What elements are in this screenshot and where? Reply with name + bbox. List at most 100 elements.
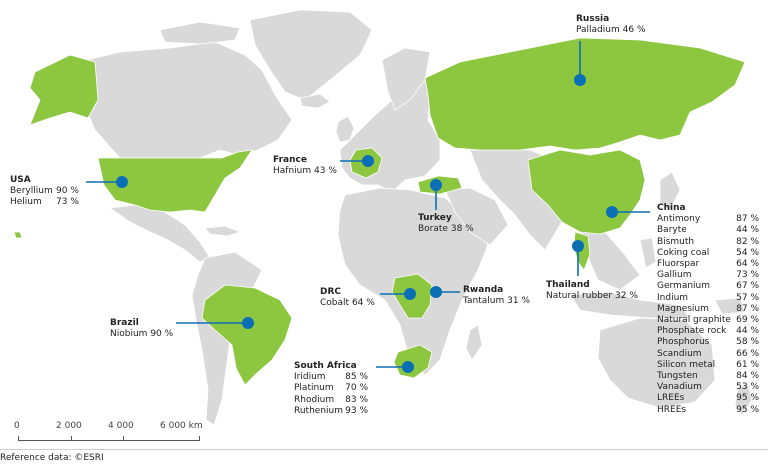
scale-bar — [18, 436, 200, 441]
label-row: Tantalum 31 % — [463, 296, 530, 307]
label-mineral: Platinum — [294, 383, 334, 394]
label-row: Antimony 87 % — [657, 214, 759, 225]
alaska-shape — [29, 54, 99, 126]
label-percent: 64 % — [351, 298, 375, 309]
usa-marker — [116, 176, 128, 188]
label-row: Ruthenium 93 % — [294, 406, 368, 417]
label-percent: 44 % — [736, 225, 759, 236]
label-row: Silicon metal 61 % — [657, 360, 759, 371]
china-marker — [606, 206, 618, 218]
label-percent: 54 % — [736, 247, 759, 258]
label-row: Platinum 70 % — [294, 383, 368, 394]
world-map — [13, 10, 752, 425]
label-mineral: Silicon metal — [657, 359, 716, 370]
label-south-africa: South Africa Iridium 85 % Platinum 70 % Rh… — [294, 361, 368, 417]
label-mineral: Phosphorus — [657, 337, 710, 348]
label-mineral: Ruthenium — [294, 405, 343, 416]
label-row: Niobium 90 % — [110, 329, 173, 340]
label-usa: USA Beryllium 90 % Helium 73 % — [10, 175, 79, 209]
brazil-marker — [242, 317, 254, 329]
label-row: Fluorspar 64 % — [657, 259, 759, 270]
label-percent: 32 % — [615, 291, 638, 302]
label-drc: DRC Cobalt 64 % — [320, 287, 375, 309]
label-mineral: Fluorspar — [657, 259, 700, 270]
brazil-shape — [201, 284, 293, 386]
label-name: DRC — [320, 287, 342, 297]
label-row: Natural graphite 69 % — [657, 315, 759, 326]
label-row: Phosphate rock 44 % — [657, 326, 759, 337]
label-name: France — [273, 155, 307, 165]
scale-tick: 0 — [14, 421, 20, 431]
label-percent: 73 % — [56, 197, 79, 208]
label-row: Phosphorus 58 % — [657, 337, 759, 348]
scale-tick: 2 000 — [56, 421, 82, 431]
scale-tick: 6 000 km — [160, 421, 203, 431]
label-mineral: Natural rubber — [546, 291, 613, 302]
label-mineral: Indium — [657, 292, 689, 303]
label-row: Beryllium 90 % — [10, 186, 79, 197]
label-mineral: Antimony — [657, 214, 701, 225]
label-mineral: Magnesium — [657, 303, 709, 314]
label-percent: 69 % — [736, 315, 759, 326]
label-mineral: Niobium — [110, 329, 148, 340]
label-percent: 87 % — [736, 214, 759, 225]
label-row: LREEs 95 % — [657, 393, 759, 404]
label-thailand: Thailand Natural rubber 32 % — [546, 280, 638, 302]
label-name: South Africa — [294, 361, 357, 371]
label-percent: 87 % — [736, 303, 759, 314]
label-mineral: Vanadium — [657, 382, 702, 393]
hawaii-shape — [13, 231, 23, 239]
label-mineral: Phosphate rock — [657, 326, 727, 337]
label-mineral: Hafnium — [273, 166, 312, 177]
label-mineral: HREEs — [657, 404, 687, 415]
label-percent: 83 % — [345, 394, 368, 405]
label-percent: 85 % — [345, 372, 368, 383]
label-row: Vanadium 53 % — [657, 382, 759, 393]
label-mineral: Gallium — [657, 270, 692, 281]
label-percent: 90 % — [56, 186, 79, 197]
label-percent: 70 % — [345, 383, 368, 394]
label-rwanda: Rwanda Tantalum 31 % — [463, 285, 530, 307]
label-row: Borate 38 % — [418, 224, 474, 235]
label-name: Russia — [576, 14, 610, 24]
label-mineral: Scandium — [657, 348, 702, 359]
label-row: Rhodium 83 % — [294, 395, 368, 406]
label-mineral: Tungsten — [657, 371, 698, 382]
label-mineral: Palladium — [576, 25, 620, 36]
label-mineral: LREEs — [657, 393, 685, 404]
label-row: Cobalt 64 % — [320, 298, 375, 309]
south-africa-marker — [402, 361, 414, 373]
label-row: Indium 57 % — [657, 293, 759, 304]
label-row: Helium 73 % — [10, 197, 79, 208]
label-percent: 57 % — [736, 292, 759, 303]
label-name: Thailand — [546, 280, 590, 290]
label-percent: 31 % — [507, 296, 530, 307]
label-percent: 38 % — [450, 224, 474, 235]
thailand-marker — [572, 240, 584, 252]
label-percent: 46 % — [622, 25, 646, 36]
label-mineral: Beryllium — [10, 186, 53, 197]
france-marker — [362, 155, 374, 167]
label-name: Turkey — [418, 213, 452, 223]
label-mineral: Cobalt — [320, 298, 350, 309]
label-percent: 67 % — [736, 281, 759, 292]
label-percent: 58 % — [736, 337, 759, 348]
label-mineral: Bismuth — [657, 236, 695, 247]
label-row: HREEs 95 % — [657, 405, 759, 416]
turkey-marker — [430, 179, 442, 191]
rwanda-marker — [430, 286, 442, 298]
label-name: Brazil — [110, 318, 139, 328]
label-mineral: Baryte — [657, 225, 687, 236]
label-row: Coking coal 54 % — [657, 248, 759, 259]
label-row: Bismuth 82 % — [657, 237, 759, 248]
label-percent: 93 % — [345, 405, 368, 416]
label-row: Natural rubber 32 % — [546, 291, 638, 302]
drc-marker — [404, 288, 416, 300]
label-row: Magnesium 87 % — [657, 304, 759, 315]
label-brazil: Brazil Niobium 90 % — [110, 318, 173, 340]
label-percent: 61 % — [736, 359, 759, 370]
label-row: Tungsten 84 % — [657, 371, 759, 382]
label-row: Hafnium 43 % — [273, 166, 337, 177]
label-france: France Hafnium 43 % — [273, 155, 337, 177]
footer-divider — [0, 449, 768, 450]
